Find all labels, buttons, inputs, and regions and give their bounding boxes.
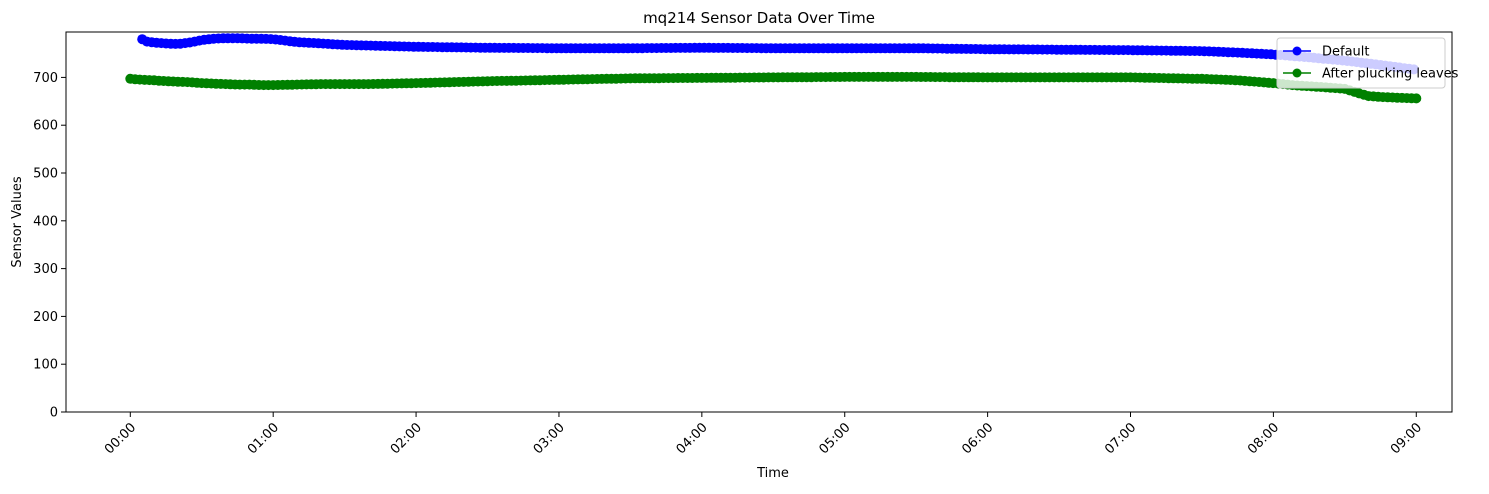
x-tick-label: 00:00 <box>102 420 139 457</box>
x-tick-label: 02:00 <box>388 420 425 457</box>
y-tick-label: 700 <box>33 71 58 86</box>
y-tick-label: 600 <box>33 119 58 134</box>
y-axis-label: Sensor Values <box>10 176 25 267</box>
x-tick-label: 04:00 <box>674 420 711 457</box>
legend-item-0: Default <box>1283 45 1370 60</box>
plot-frame <box>65 31 1453 413</box>
legend-marker <box>1292 68 1302 78</box>
chart-title: mq214 Sensor Data Over Time <box>643 9 875 27</box>
x-axis-label: Time <box>756 466 789 481</box>
plot-area <box>125 33 1422 104</box>
series-1 <box>125 71 1422 104</box>
series-0 <box>137 33 1419 75</box>
y-tick-label: 200 <box>33 310 58 325</box>
legend-marker <box>1292 46 1302 56</box>
legend-label: Default <box>1322 45 1370 60</box>
axes: 0 100 200 300 400 500 600 700 00:00 01:00 02:00 03:… <box>33 71 1425 457</box>
y-tick-label: 0 <box>50 406 58 421</box>
x-tick-label: 05:00 <box>816 420 853 457</box>
x-tick-label: 08:00 <box>1245 420 1282 457</box>
y-tick-label: 500 <box>33 167 58 182</box>
legend-label: After plucking leaves <box>1322 67 1459 82</box>
y-tick-label: 400 <box>33 214 58 229</box>
legend: Default After plucking leaves <box>1276 37 1459 89</box>
y-tick-label: 100 <box>33 358 58 373</box>
x-tick-label: 01:00 <box>245 420 282 457</box>
legend-box <box>1276 37 1446 89</box>
y-tick-label: 300 <box>33 262 58 277</box>
data-point <box>1411 93 1422 104</box>
legend-item-1: After plucking leaves <box>1283 67 1459 82</box>
x-tick-label: 07:00 <box>1102 420 1139 457</box>
x-tick-label: 09:00 <box>1388 420 1425 457</box>
x-tick-label: 06:00 <box>959 420 996 457</box>
x-tick-label: 03:00 <box>531 420 568 457</box>
